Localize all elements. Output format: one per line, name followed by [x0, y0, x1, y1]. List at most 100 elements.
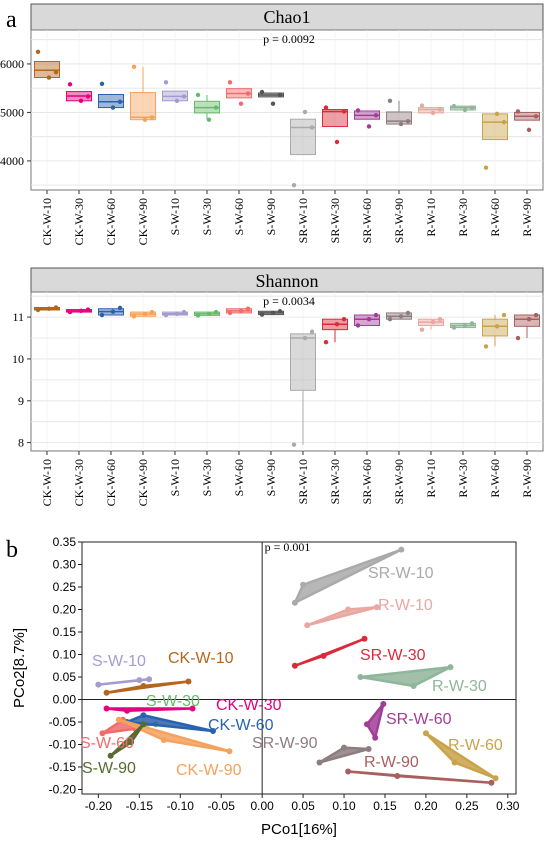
data-point [430, 319, 436, 325]
y-tick-label: -0.10 [49, 738, 77, 752]
data-point [95, 681, 102, 688]
data-point [341, 316, 347, 322]
group-label: CK-W-10 [168, 650, 234, 667]
x-tick-label: S-W-10 [168, 198, 182, 235]
data-point [259, 312, 265, 317]
data-point [46, 75, 52, 80]
data-point [483, 344, 489, 349]
data-point [146, 676, 153, 683]
group-label: CK-W-60 [208, 717, 274, 734]
data-point [189, 705, 196, 712]
x-tick-label: CK-W-10 [40, 459, 54, 506]
data-point [387, 98, 393, 103]
data-point [67, 82, 73, 87]
data-point [291, 599, 298, 606]
data-point [103, 689, 110, 696]
x-tick-label: SR-W-10 [296, 459, 310, 504]
y-tick-label: 0.35 [53, 535, 77, 549]
data-point [128, 739, 135, 746]
group-hull [346, 770, 493, 784]
data-point [437, 316, 443, 322]
data-point [515, 335, 521, 341]
x-tick-label: S-W-10 [168, 459, 182, 496]
data-point [195, 313, 201, 318]
x-tick-label: S-W-90 [264, 459, 278, 496]
data-point [366, 124, 372, 129]
data-point [422, 730, 429, 737]
data-point [53, 69, 59, 75]
x-tick-label: R-W-30 [456, 459, 470, 498]
data-point [387, 316, 393, 322]
data-point [341, 744, 348, 751]
data-point [320, 652, 327, 659]
group-label: S-W-30 [146, 693, 200, 710]
x-tick-label: R-W-10 [424, 459, 438, 498]
panel-title-strip [30, 3, 544, 31]
data-point [206, 117, 212, 122]
panel-title: Shannon [256, 271, 319, 291]
data-point [373, 604, 380, 611]
group-label: R-W-60 [448, 737, 503, 754]
data-point [526, 316, 532, 322]
data-point [462, 107, 468, 113]
data-point [357, 674, 364, 680]
data-point [291, 182, 297, 188]
data-point [149, 115, 155, 120]
data-point [124, 707, 131, 714]
panel-title-strip [30, 267, 544, 293]
data-point [373, 113, 379, 118]
data-point [451, 759, 458, 766]
x-tick-label: CK-W-30 [72, 459, 86, 506]
group-label: R-W-30 [432, 678, 487, 695]
data-point [398, 314, 404, 319]
data-point [494, 111, 500, 117]
group-label: SR-W-60 [386, 711, 452, 728]
group-hull [293, 637, 366, 667]
data-point [380, 701, 387, 707]
data-point [174, 311, 180, 316]
data-point [398, 546, 405, 553]
group-hull [117, 718, 231, 753]
data-point [110, 105, 116, 110]
x-tick-label: R-W-60 [488, 198, 502, 237]
chao1-boxplot-panel: Chao1 p = 0.0092 4000 5000 6000 CK-W-10 CK-W-3… [0, 3, 544, 245]
data-point [355, 323, 361, 328]
data-point [492, 775, 499, 782]
data-point [309, 329, 315, 334]
y-tick-label: 0.20 [53, 603, 77, 617]
x-tick-label: SR-W-90 [392, 459, 406, 504]
y-tick-label: -0.05 [49, 715, 77, 729]
data-point [238, 101, 244, 106]
data-point [291, 442, 297, 447]
group-hull [109, 723, 145, 757]
data-point [302, 109, 308, 115]
data-point [533, 114, 539, 119]
data-point [419, 103, 425, 108]
data-point [213, 105, 219, 110]
shannon-boxplot-panel: Shannon p = 0.0034 8 9 10 11 CK-W-10 CK-W-30 CK-… [12, 267, 544, 506]
x-tick-label: SR-W-60 [360, 459, 374, 504]
group-label: R-W-10 [378, 597, 433, 614]
group-label: CK-W-30 [216, 697, 282, 714]
box [322, 109, 348, 127]
data-point [447, 664, 454, 671]
y-tick-label: 4000 [0, 154, 24, 168]
x-tick-label: S-W-60 [232, 198, 246, 235]
data-point [174, 98, 180, 103]
y-tick-label: 10 [12, 352, 24, 366]
x-tick-label: CK-W-60 [104, 459, 118, 506]
box [482, 318, 508, 337]
data-point [469, 321, 475, 326]
data-point [245, 306, 251, 311]
p-value-annotation: p = 0.0092 [263, 32, 315, 46]
panel-label-b: b [6, 537, 18, 563]
x-tick-label: 0.30 [496, 799, 520, 813]
x-tick-label: R-W-30 [456, 198, 470, 237]
x-tick-label: R-W-90 [520, 198, 534, 237]
data-point [345, 768, 352, 775]
data-point [163, 312, 169, 318]
data-point [526, 127, 532, 133]
x-tick-label: S-W-30 [200, 459, 214, 496]
data-point [67, 309, 73, 315]
data-point [365, 746, 372, 752]
